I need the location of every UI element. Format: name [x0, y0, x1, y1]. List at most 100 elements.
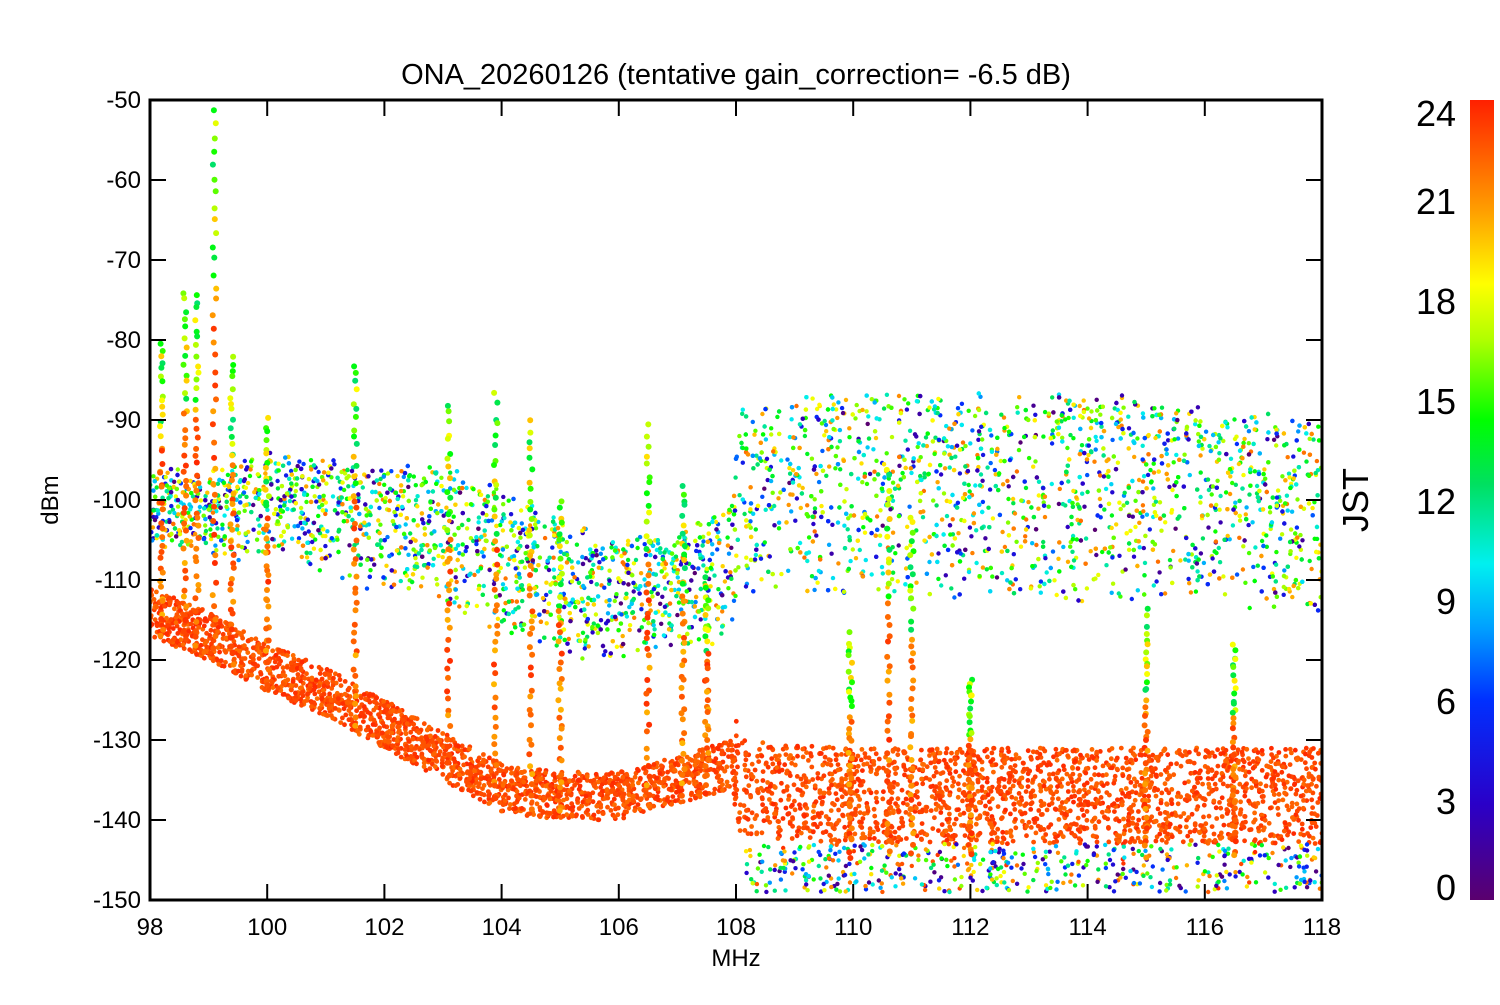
- data-point: [915, 479, 920, 485]
- data-point: [398, 483, 404, 488]
- data-point: [1061, 544, 1066, 550]
- data-point: [558, 549, 563, 554]
- data-point: [957, 592, 962, 597]
- data-point: [1309, 431, 1314, 437]
- data-point: [667, 612, 672, 618]
- data-point: [1315, 493, 1320, 498]
- data-point: [662, 586, 668, 591]
- data-point: [769, 756, 775, 761]
- data-point: [430, 563, 436, 568]
- data-point: [494, 523, 499, 529]
- data-point: [1033, 527, 1039, 532]
- data-point: [421, 520, 426, 526]
- data-point: [814, 471, 819, 477]
- data-point: [820, 510, 825, 515]
- data-point: [482, 528, 487, 533]
- data-point: [451, 514, 456, 519]
- data-point: [873, 435, 879, 441]
- data-point: [998, 458, 1003, 464]
- data-point: [491, 581, 497, 587]
- data-point: [1167, 484, 1172, 490]
- data-point: [241, 478, 247, 484]
- data-point: [368, 568, 373, 573]
- data-point: [276, 543, 281, 548]
- data-point: [725, 543, 731, 548]
- data-point: [830, 406, 835, 412]
- data-point: [1285, 508, 1290, 513]
- data-point: [728, 570, 733, 575]
- data-point: [1261, 471, 1266, 477]
- data-point: [243, 531, 248, 536]
- data-point: [1005, 578, 1010, 583]
- data-point: [207, 515, 212, 520]
- data-point: [630, 598, 635, 603]
- data-point: [524, 544, 530, 549]
- data-point: [404, 573, 409, 578]
- data-point: [1246, 550, 1252, 556]
- data-point: [1140, 503, 1146, 508]
- data-point: [255, 472, 261, 477]
- data-point: [1186, 437, 1191, 442]
- data-point: [1065, 559, 1071, 564]
- data-point: [960, 495, 966, 501]
- data-point: [798, 505, 803, 511]
- data-point: [957, 447, 963, 452]
- data-point: [1094, 397, 1099, 402]
- data-point: [1136, 539, 1141, 544]
- data-point: [591, 562, 596, 567]
- data-point: [1078, 426, 1083, 432]
- data-point: [1122, 490, 1127, 495]
- data-point: [1141, 474, 1147, 479]
- data-point: [662, 801, 667, 807]
- data-point: [1187, 829, 1193, 835]
- data-point: [1154, 579, 1159, 584]
- data-point: [433, 471, 439, 476]
- data-point: [1129, 596, 1135, 602]
- data-point: [1022, 479, 1027, 484]
- data-point: [1146, 452, 1151, 457]
- data-point: [1214, 502, 1219, 508]
- data-point: [758, 556, 764, 561]
- data-point: [853, 416, 858, 421]
- data-point: [346, 484, 351, 489]
- data-point: [938, 472, 944, 477]
- data-point: [1059, 480, 1064, 486]
- data-point: [366, 535, 371, 540]
- data-point: [936, 551, 941, 556]
- data-point: [310, 534, 315, 539]
- data-point: [347, 573, 352, 578]
- data-point: [925, 431, 930, 436]
- data-point: [810, 539, 816, 544]
- data-point: [1079, 443, 1085, 448]
- data-point: [651, 586, 657, 592]
- data-point: [721, 512, 726, 518]
- data-point: [582, 646, 587, 651]
- data-point: [867, 836, 873, 841]
- data-point: [847, 820, 853, 826]
- data-point: [472, 572, 477, 578]
- data-point: [364, 531, 369, 537]
- data-point: [583, 637, 588, 642]
- data-point: [438, 543, 443, 548]
- data-point: [627, 623, 633, 628]
- data-point: [647, 602, 653, 607]
- data-point: [1136, 477, 1142, 483]
- data-point: [598, 627, 603, 632]
- data-point: [684, 589, 689, 594]
- data-point: [573, 604, 578, 610]
- data-point: [464, 485, 469, 491]
- data-point: [321, 478, 326, 483]
- data-point: [518, 535, 523, 540]
- data-point: [1121, 503, 1126, 508]
- data-point: [660, 594, 665, 599]
- data-point: [192, 531, 198, 537]
- data-point: [1108, 545, 1113, 550]
- data-point: [402, 470, 408, 476]
- data-point: [537, 639, 542, 644]
- data-point: [1294, 482, 1299, 487]
- data-point: [1232, 436, 1238, 442]
- data-point: [805, 503, 810, 508]
- data-point: [1274, 443, 1279, 448]
- data-point: [463, 548, 468, 554]
- data-point: [965, 468, 971, 474]
